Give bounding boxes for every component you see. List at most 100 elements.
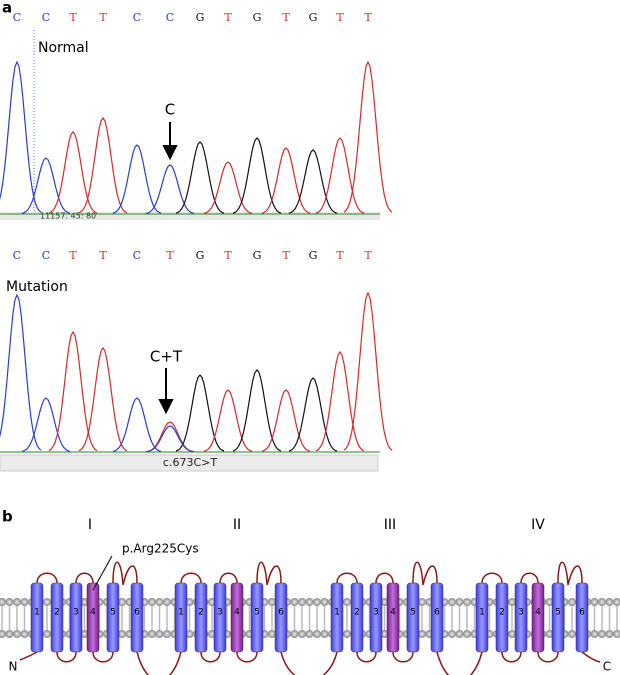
loops [19, 561, 601, 675]
segment-label: 6 [579, 608, 585, 618]
segment-label: 2 [499, 608, 505, 618]
peak [48, 131, 98, 214]
loop [219, 572, 238, 584]
arrow-label: C+T [150, 348, 183, 366]
segment-label: 1 [479, 608, 485, 618]
helix [495, 582, 509, 653]
segment-label: 6 [134, 608, 140, 618]
loop [36, 572, 58, 584]
segment-label: 2 [198, 608, 204, 618]
lipid-head [80, 598, 89, 606]
lipid-head [568, 630, 576, 638]
linker [280, 651, 338, 675]
base-call: T [282, 11, 290, 24]
lipid-head [545, 598, 554, 606]
terminus-tail [581, 651, 601, 663]
lipid-head [455, 630, 464, 638]
lipid-head [290, 630, 299, 638]
loop [501, 651, 522, 663]
arrow [162, 122, 178, 161]
pointer [92, 555, 113, 591]
lipid-head [43, 598, 51, 606]
base-call: G [253, 249, 262, 262]
lipid-head [508, 598, 516, 606]
lipid-head [13, 598, 21, 606]
segment-label: 2 [354, 608, 360, 618]
lipid-head [605, 598, 614, 606]
lipid-head [5, 598, 14, 606]
peak [0, 293, 42, 451]
peak [175, 141, 225, 214]
peak [232, 369, 282, 452]
trace-footer [0, 212, 380, 220]
helix [475, 582, 489, 653]
trace-label: Normal [38, 40, 89, 56]
helix [531, 582, 545, 653]
base-call: G [309, 11, 318, 24]
lipid-head [448, 630, 456, 638]
lipid-head [455, 598, 464, 606]
segment-label: 1 [34, 608, 40, 618]
segment-label: 4 [90, 608, 96, 618]
base-call: T [99, 249, 107, 262]
helix [194, 582, 208, 653]
helix [50, 582, 64, 653]
lipid-head [305, 598, 314, 606]
domain-label: III [384, 517, 396, 533]
peak [232, 137, 282, 214]
helix [30, 582, 44, 653]
lipid-head [448, 598, 456, 606]
base-call: C [42, 11, 50, 24]
terminus-tail [19, 651, 38, 661]
lipid-head [313, 598, 321, 606]
segment-label: 4 [234, 608, 240, 618]
lipid-head [590, 630, 599, 638]
lipid-head [155, 630, 164, 638]
base-call: T [364, 249, 372, 262]
loop [412, 561, 438, 586]
peak [78, 116, 128, 214]
base-call: G [196, 249, 205, 262]
peak [261, 147, 311, 214]
base-call: G [309, 249, 318, 262]
loop [356, 651, 377, 663]
loop [537, 651, 559, 663]
loop [180, 572, 202, 584]
loop [557, 561, 583, 586]
segment-label: 6 [278, 608, 284, 618]
lipid-head [163, 630, 171, 638]
lipid-head [590, 598, 599, 606]
panel-label: b [2, 508, 13, 526]
lipid-head [80, 630, 89, 638]
domain-label: II [233, 517, 241, 533]
peak [203, 161, 253, 214]
loop [336, 572, 358, 584]
lipid-head [185, 598, 194, 606]
lipid-head [418, 630, 426, 638]
lipid-head [20, 598, 29, 606]
peak [145, 164, 195, 215]
variant-label: p.Arg225Cys [122, 542, 199, 556]
helix [230, 582, 244, 653]
loop [520, 572, 539, 584]
loop [375, 572, 394, 584]
helix [369, 582, 383, 653]
peak [315, 350, 365, 452]
loop [92, 651, 114, 663]
helix [406, 582, 420, 653]
helix [350, 582, 364, 653]
lipid-head [5, 630, 14, 638]
peak [21, 157, 71, 214]
segment-label: 3 [217, 608, 223, 618]
peak [261, 389, 311, 452]
segment-label: 4 [390, 608, 396, 618]
lipid-head [545, 630, 554, 638]
segment-label: 4 [535, 608, 541, 618]
lipid-head [508, 630, 516, 638]
lipid-head [598, 598, 606, 606]
peak [288, 149, 338, 214]
lipid-head [313, 630, 321, 638]
helix [430, 582, 444, 653]
loop [236, 651, 258, 663]
helix [130, 582, 144, 653]
